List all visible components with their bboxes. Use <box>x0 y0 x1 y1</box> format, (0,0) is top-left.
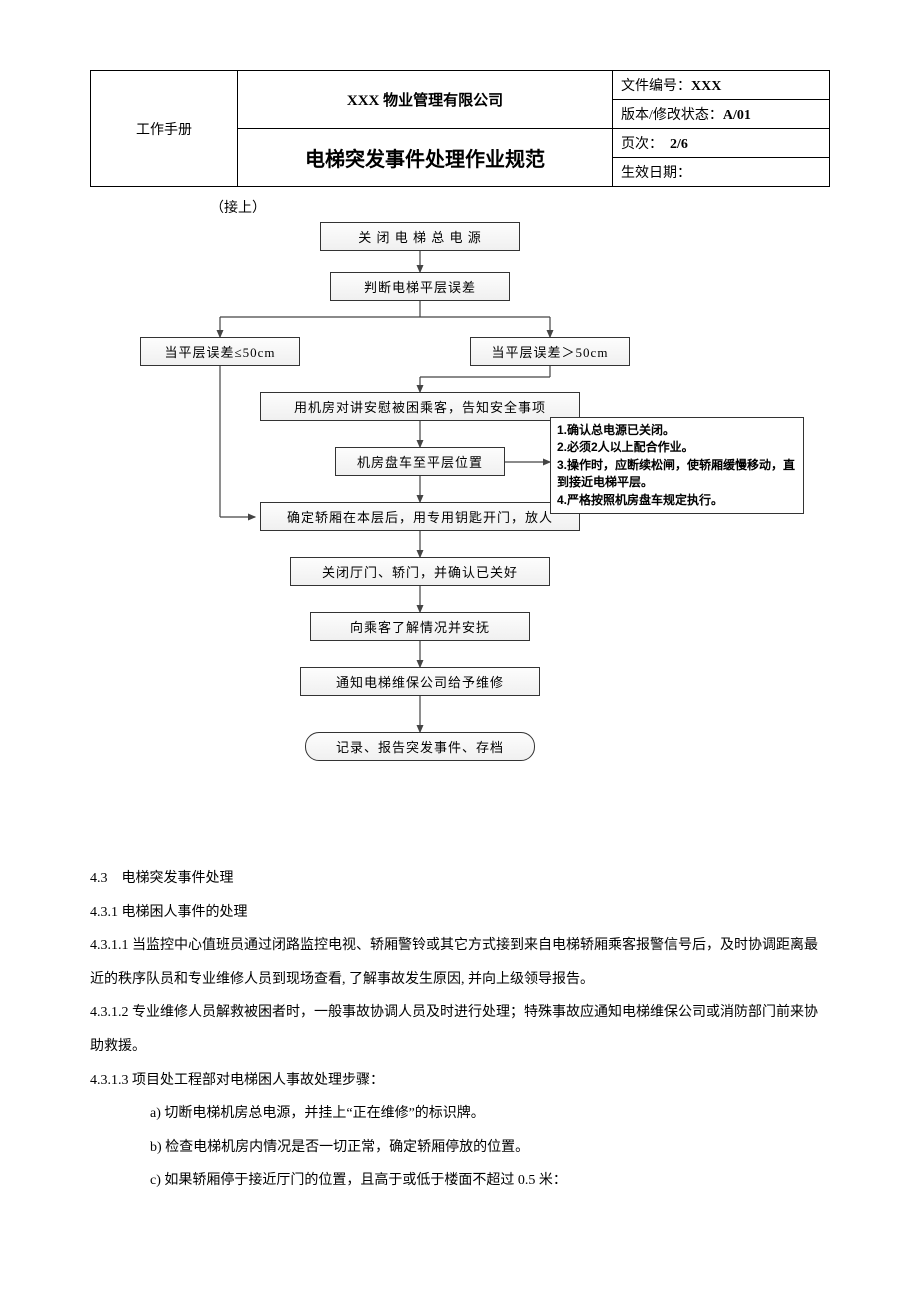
flow-node-comfort: 用机房对讲安慰被困乘客，告知安全事项 <box>260 392 580 421</box>
header-title-cell: 电梯突发事件处理作业规范 <box>238 129 613 187</box>
flow-node-open-door: 确定轿厢在本层后，用专用钥匙开门，放人 <box>260 502 580 531</box>
page-number: 2/6 <box>670 137 688 152</box>
flow-node-check-level: 判断电梯平层误差 <box>330 272 510 301</box>
flow-node-close-door: 关闭厅门、轿门，并确认已关好 <box>290 557 550 586</box>
note-line-3: 3.操作时，应断续松闸，使轿厢缓慢移动，直到接近电梯平层。 <box>557 457 797 492</box>
page-label: 页次： <box>621 137 663 152</box>
flow-note-box: 1.确认总电源已关闭。 2.必须2人以上配合作业。 3.操作时，应断续松闸，使轿… <box>550 417 804 514</box>
step-c: c) 如果轿厢停于接近厅门的位置，且高于或低于楼面不超过 0.5 米： <box>150 1164 830 1198</box>
note-line-4: 4.严格按照机房盘车规定执行。 <box>557 492 797 509</box>
step-b: b) 检查电梯机房内情况是否一切正常，确定轿厢停放的位置。 <box>150 1131 830 1165</box>
header-company-cell: XXX 物业管理有限公司 <box>238 71 613 129</box>
section-4-3: 4.3 电梯突发事件处理 <box>90 862 830 896</box>
company-name: XXX 物业管理有限公司 <box>347 93 503 109</box>
date-cell: 生效日期： <box>613 158 830 187</box>
doc-number-cell: 文件编号：XXX <box>613 71 830 100</box>
document-title: 电梯突发事件处理作业规范 <box>305 149 545 171</box>
note-line-2: 2.必须2人以上配合作业。 <box>557 439 797 456</box>
version-label: 版本/修改状态： <box>621 108 723 123</box>
step-list: a) 切断电梯机房总电源，并挂上“正在维修”的标识牌。 b) 检查电梯机房内情况… <box>150 1097 830 1198</box>
version: A/01 <box>723 108 751 123</box>
flow-node-notify-maint: 通知电梯维保公司给予维修 <box>300 667 540 696</box>
flowchart-container: 关 闭 电 梯 总 电 源 判断电梯平层误差 当平层误差≤50cm 当平层误差＞… <box>110 222 810 842</box>
note-line-1: 1.确认总电源已关闭。 <box>557 422 797 439</box>
flow-node-ask-passenger: 向乘客了解情况并安抚 <box>310 612 530 641</box>
version-cell: 版本/修改状态：A/01 <box>613 100 830 129</box>
doc-no: XXX <box>691 79 721 94</box>
header-left-label: 工作手册 <box>91 71 238 187</box>
section-4-3-1-1: 4.3.1.1 当监控中心值班员通过闭路监控电视、轿厢警铃或其它方式接到来自电梯… <box>90 929 830 996</box>
flow-node-gt50: 当平层误差＞50cm <box>470 337 630 366</box>
document-header-table: 工作手册 XXX 物业管理有限公司 文件编号：XXX 版本/修改状态：A/01 … <box>90 70 830 187</box>
flow-node-record: 记录、报告突发事件、存档 <box>305 732 535 761</box>
flow-node-manual-level: 机房盘车至平层位置 <box>335 447 505 476</box>
doc-no-label: 文件编号： <box>621 79 691 94</box>
continue-note: （接上） <box>210 197 830 217</box>
section-4-3-1: 4.3.1 电梯困人事件的处理 <box>90 896 830 930</box>
section-4-3-1-2: 4.3.1.2 专业维修人员解救被困者时，一般事故协调人员及时进行处理；特殊事故… <box>90 996 830 1063</box>
page-cell: 页次： 2/6 <box>613 129 830 158</box>
date-label: 生效日期： <box>621 166 691 181</box>
section-4-3-1-3: 4.3.1.3 项目处工程部对电梯困人事故处理步骤： <box>90 1064 830 1098</box>
step-a: a) 切断电梯机房总电源，并挂上“正在维修”的标识牌。 <box>150 1097 830 1131</box>
body-text-section: 4.3 电梯突发事件处理 4.3.1 电梯困人事件的处理 4.3.1.1 当监控… <box>90 862 830 1198</box>
flow-node-power-off: 关 闭 电 梯 总 电 源 <box>320 222 520 251</box>
flow-node-le50: 当平层误差≤50cm <box>140 337 300 366</box>
